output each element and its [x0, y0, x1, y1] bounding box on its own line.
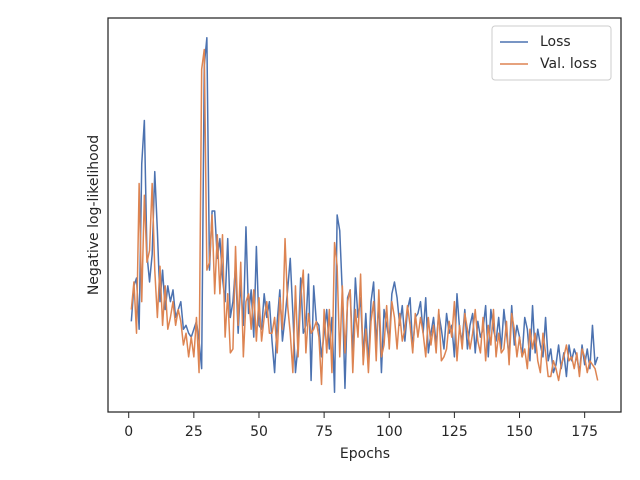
legend-label: Loss [540, 34, 571, 50]
x-tick-label: 0 [124, 424, 133, 440]
plot-frame [107, 17, 622, 413]
series-line [130, 48, 599, 386]
x-tick-label: 175 [571, 424, 598, 440]
x-tick-label: 25 [185, 424, 203, 440]
y-axis-label: Negative log-likelihood [86, 135, 102, 295]
x-axis-label: Epochs [340, 446, 390, 462]
legend-box [491, 25, 612, 81]
legend-label: Val. loss [540, 56, 597, 72]
x-tick-label: 100 [376, 424, 403, 440]
x-tick-label: 50 [250, 424, 268, 440]
x-tick-label: 75 [315, 424, 333, 440]
x-tick-label: 125 [441, 424, 468, 440]
x-tick-label: 150 [506, 424, 533, 440]
